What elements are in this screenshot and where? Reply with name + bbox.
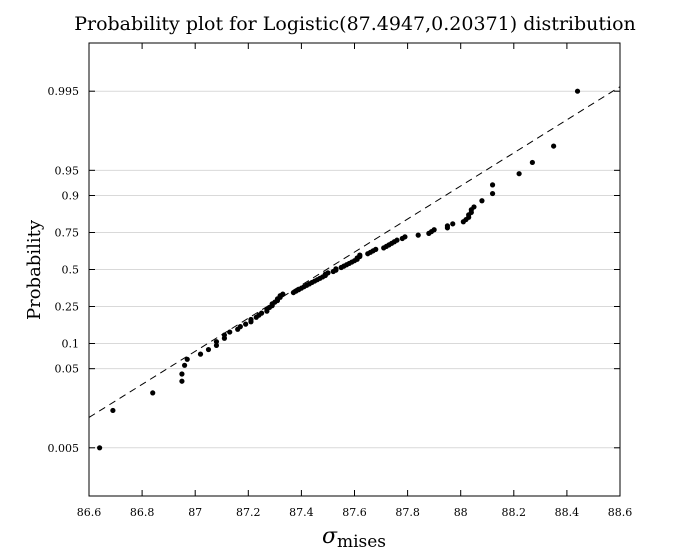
y-tick-label: 0.1 (62, 338, 80, 351)
data-points (97, 88, 581, 451)
data-point (479, 198, 485, 204)
y-axis-ticks: 0.005 0.05 0.1 0.25 0.5 0.75 0.9 0.95 0.995 (48, 42, 620, 497)
data-point (402, 234, 408, 240)
x-axis-label-subscript: mises (337, 532, 386, 552)
x-tick-label: 86.8 (130, 506, 155, 519)
data-point (394, 237, 400, 243)
y-tick-label: 0.005 (48, 442, 80, 455)
x-tick-label: 86.6 (77, 506, 102, 519)
data-point (280, 291, 286, 297)
y-tick-label: 0.75 (55, 226, 80, 239)
y-tick-label: 0.25 (55, 301, 80, 314)
chart-title: Probability plot for Logistic(87.4947,0.… (74, 13, 636, 35)
y-tick-label: 0.5 (62, 264, 80, 277)
x-axis-ticks: 86.6 86.8 87 87.2 87.4 87.6 87.8 88 88.2 88.4 88.6 (77, 43, 633, 519)
data-point (213, 339, 220, 345)
x-axis-label: σmises (322, 524, 386, 552)
y-tick-label: 0.05 (55, 363, 80, 376)
data-point (489, 190, 496, 197)
data-point (181, 362, 188, 368)
x-tick-label: 87.4 (289, 506, 314, 519)
y-tick-label: 0.95 (55, 164, 80, 177)
data-point (529, 159, 535, 166)
data-point (213, 342, 220, 349)
data-point (221, 332, 228, 338)
data-point (258, 310, 265, 316)
y-tick-label: 0.995 (48, 85, 80, 98)
data-point (333, 266, 339, 272)
x-tick-label: 88 (454, 506, 468, 519)
data-point (373, 246, 379, 252)
data-point (197, 351, 204, 357)
data-point (179, 378, 185, 384)
data-point (243, 321, 249, 327)
data-point (450, 221, 456, 227)
fitted-distribution-line (88, 86, 621, 418)
x-tick-label: 88.4 (555, 506, 580, 519)
data-point (237, 324, 243, 330)
data-point (471, 204, 477, 210)
data-point (444, 223, 451, 229)
data-point (574, 88, 581, 94)
x-tick-label: 88.6 (608, 506, 633, 519)
x-tick-label: 88.2 (502, 506, 527, 519)
data-point (205, 346, 212, 353)
data-point (516, 171, 522, 177)
x-tick-label: 87.2 (236, 506, 261, 519)
horizontal-gridlines (89, 42, 620, 497)
data-point (184, 356, 190, 362)
x-tick-label: 87.8 (395, 506, 420, 519)
data-point (150, 390, 156, 396)
data-point (357, 252, 363, 258)
y-axis-label: Probability (24, 219, 45, 320)
data-point (325, 270, 331, 276)
data-point (551, 143, 557, 149)
x-tick-label: 87 (188, 506, 202, 519)
data-point (489, 182, 496, 188)
data-point (179, 371, 185, 377)
data-point (431, 227, 437, 233)
data-point (97, 445, 103, 451)
data-point (110, 407, 116, 414)
y-tick-label: 0.9 (62, 189, 80, 202)
data-point (415, 232, 421, 238)
x-axis-label-symbol: σ (322, 524, 338, 549)
data-point (248, 316, 254, 323)
data-point (227, 329, 233, 335)
x-tick-label: 87.6 (342, 506, 367, 519)
